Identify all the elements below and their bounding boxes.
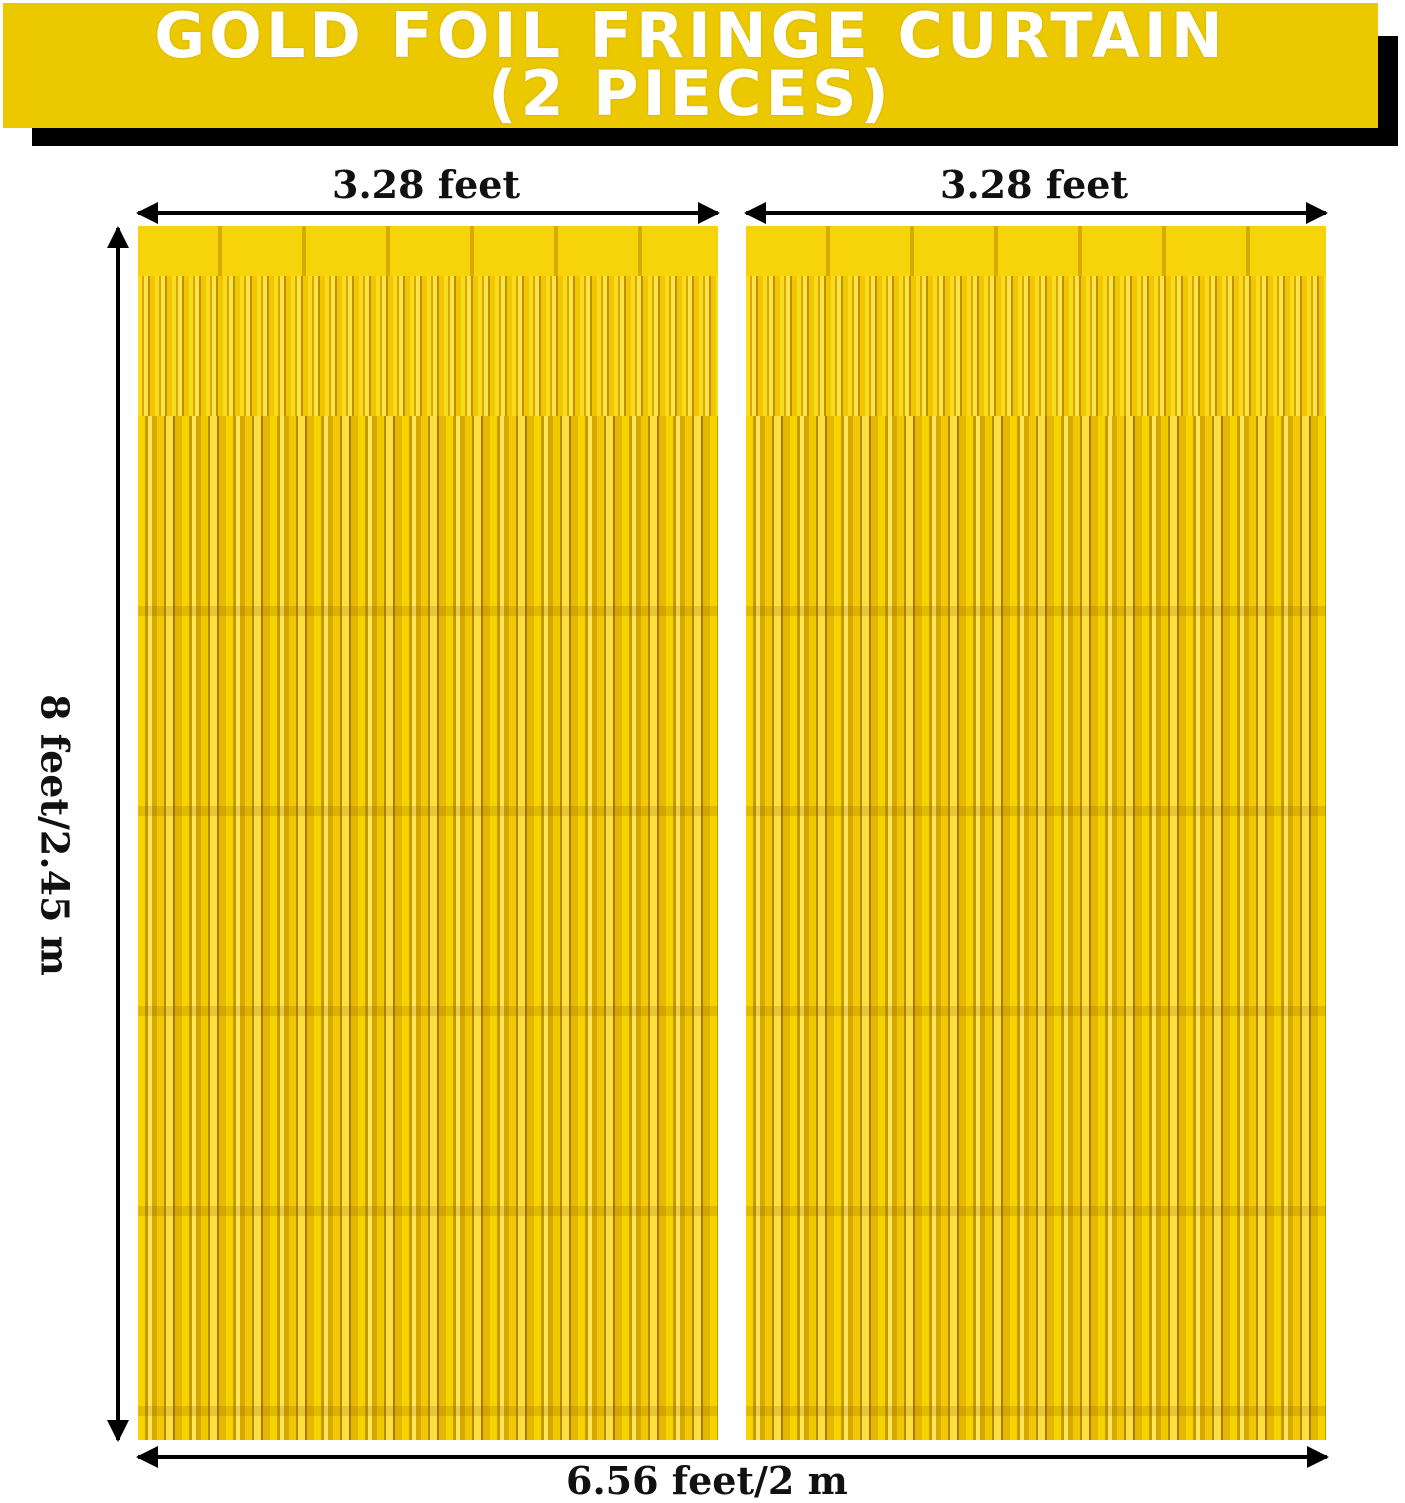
curtain-left <box>138 226 718 1440</box>
right-width-arrow <box>744 202 1328 224</box>
curtain-header <box>138 226 718 416</box>
curtain-header <box>746 226 1326 416</box>
total-width-label: 6.56 feet/2 m <box>566 1458 848 1503</box>
curtain-right <box>746 226 1326 1440</box>
title-line-1: GOLD FOIL FRINGE CURTAIN <box>154 0 1227 72</box>
height-label: 8 feet/2.45 m <box>32 694 78 976</box>
left-width-arrow <box>136 202 720 224</box>
title-line-2: (2 PIECES) <box>488 57 893 130</box>
title-banner: GOLD FOIL FRINGE CURTAIN (2 PIECES) <box>3 3 1378 128</box>
total-width-arrow <box>136 1446 1329 1468</box>
height-arrow <box>107 226 129 1442</box>
right-width-label: 3.28 feet <box>940 162 1129 207</box>
left-width-label: 3.28 feet <box>332 162 521 207</box>
